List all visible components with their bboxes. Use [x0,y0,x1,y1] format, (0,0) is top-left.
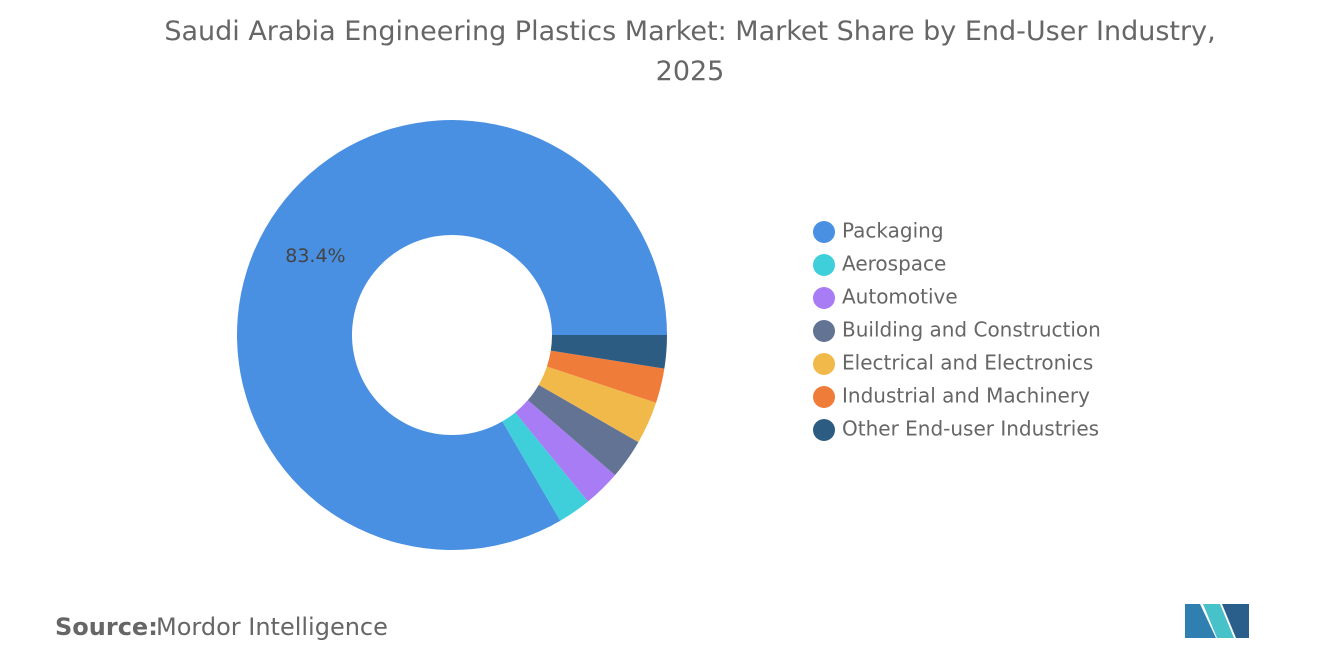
donut-segment [237,119,667,550]
legend-label: Other End-user Industries [842,417,1099,441]
donut-segment [538,366,657,443]
legend-marker [813,254,835,276]
donut-segment [550,335,667,369]
data-label: 83.4% [285,245,345,267]
donut-segment [515,400,616,502]
legend-marker [813,386,835,408]
donut-segment [502,412,589,521]
legend-marker [813,419,835,441]
legend-label: Electrical and Electronics [842,351,1093,375]
legend-label: Automotive [842,285,958,309]
legend-label: Industrial and Machinery [842,384,1090,408]
legend-label: Building and Construction [842,318,1101,342]
legend-marker [813,221,835,243]
chart-title: Saudi Arabia Engineering Plastics Market… [164,16,1216,87]
legend-marker [813,287,835,309]
donut-segment [546,350,665,403]
donut-segment [527,384,639,476]
source-text: Mordor Intelligence [156,613,388,641]
logo [1185,604,1249,638]
legend-label: Aerospace [842,252,946,276]
legend-marker [813,353,835,375]
source-label: Source: [55,613,158,641]
legend-label: Packaging [842,219,944,243]
legend-marker [813,320,835,342]
